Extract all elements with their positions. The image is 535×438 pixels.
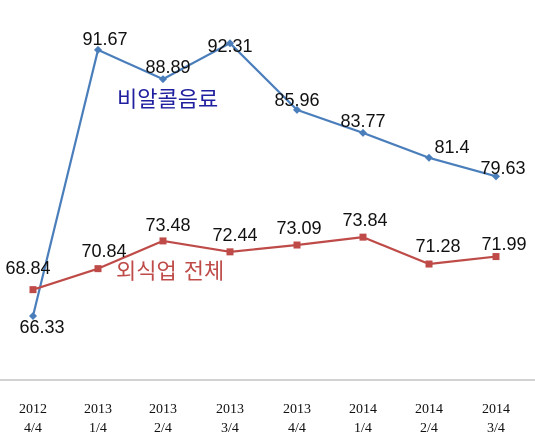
data-point-marker bbox=[159, 75, 167, 84]
series-line-0 bbox=[31, 42, 497, 317]
data-point-marker bbox=[29, 312, 37, 320]
series-name-label: 외식업 전체 bbox=[116, 260, 224, 285]
data-label: 91.67 bbox=[82, 29, 127, 49]
x-tick-label-quarter: 1/4 bbox=[354, 421, 372, 436]
data-point-marker bbox=[226, 248, 234, 256]
data-point-marker bbox=[359, 233, 367, 241]
x-axis: 2012 4/4 2013 1/4 2013 2/4 2013 3/4 2013 4/4 2014 1… bbox=[0, 379, 535, 436]
data-label: 88.89 bbox=[145, 57, 190, 77]
x-tick-label-year: 2014 bbox=[482, 402, 510, 417]
x-tick-label-year: 2014 bbox=[349, 402, 377, 417]
data-point-marker bbox=[492, 172, 500, 181]
data-label: 79.63 bbox=[480, 158, 525, 178]
data-point-marker bbox=[425, 260, 433, 268]
x-tick-label-year: 2013 bbox=[149, 402, 177, 417]
x-tick-label-year: 2013 bbox=[216, 402, 244, 417]
data-label: 92.31 bbox=[207, 36, 252, 56]
data-point-marker bbox=[159, 237, 167, 245]
x-tick-label-year: 2012 bbox=[19, 402, 47, 417]
data-label: 81.4 bbox=[434, 137, 469, 157]
data-label: 83.77 bbox=[340, 111, 385, 131]
x-tick-label-quarter: 2/4 bbox=[420, 421, 438, 436]
x-tick-label-year: 2013 bbox=[84, 402, 112, 417]
x-tick-label-quarter: 4/4 bbox=[288, 421, 306, 436]
x-tick-label-quarter: 4/4 bbox=[24, 421, 42, 436]
x-tick-label-quarter: 3/4 bbox=[487, 421, 505, 436]
data-point-marker bbox=[359, 128, 367, 137]
series-markers bbox=[29, 39, 500, 320]
x-tick-label-quarter: 1/4 bbox=[89, 421, 107, 436]
data-point-marker bbox=[94, 45, 102, 54]
data-point-marker bbox=[226, 39, 234, 48]
x-tick-label-year: 2014 bbox=[415, 402, 443, 417]
x-tick-label-year: 2013 bbox=[283, 402, 311, 417]
x-tick-label-quarter: 3/4 bbox=[221, 421, 239, 436]
data-point-marker bbox=[293, 241, 301, 249]
data-label: 73.09 bbox=[276, 218, 321, 238]
data-label: 71.28 bbox=[415, 236, 460, 256]
data-point-marker bbox=[29, 286, 37, 294]
data-label: 66.33 bbox=[19, 317, 64, 337]
x-tick-label-quarter: 2/4 bbox=[154, 421, 172, 436]
data-label: 72.44 bbox=[212, 225, 257, 245]
data-label: 73.48 bbox=[145, 215, 190, 235]
series-line-1 bbox=[32, 236, 497, 291]
data-label: 73.84 bbox=[342, 210, 387, 230]
data-label: 85.96 bbox=[274, 90, 319, 110]
data-point-marker bbox=[492, 253, 500, 261]
data-label: 71.99 bbox=[481, 234, 526, 254]
data-point-marker bbox=[94, 265, 102, 273]
data-label: 68.84 bbox=[5, 258, 50, 278]
series-name-label: 비알콜음료 bbox=[117, 88, 218, 113]
data-point-marker bbox=[425, 153, 433, 162]
data-labels: 66.33 91.67 88.89 92.31 85.96 83.77 81.4 79.63 6… bbox=[5, 29, 526, 337]
series-lines bbox=[31, 42, 497, 317]
data-point-marker bbox=[293, 105, 301, 114]
data-label: 70.84 bbox=[81, 241, 126, 261]
